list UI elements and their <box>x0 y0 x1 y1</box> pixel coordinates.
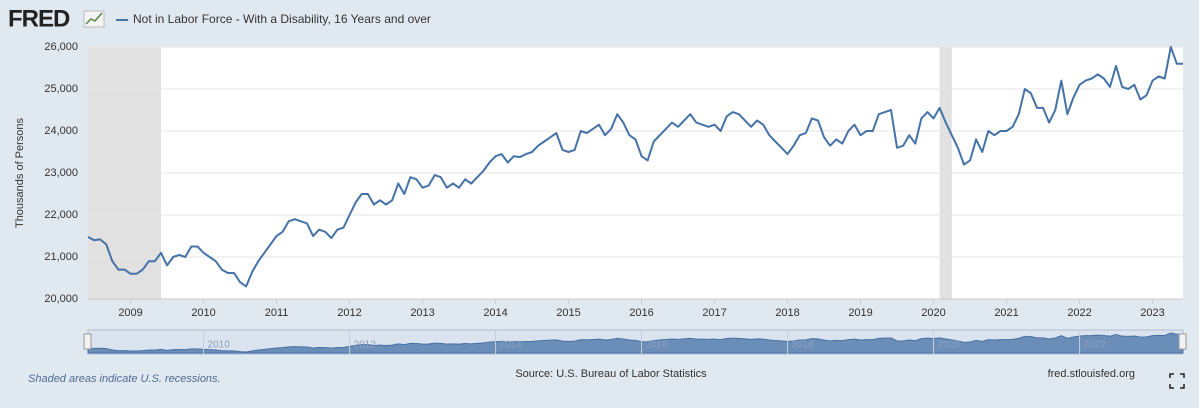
y-tick-label: 23,000 <box>44 167 78 179</box>
y-tick-label: 20,000 <box>44 293 78 305</box>
navigator-handle[interactable] <box>83 333 92 350</box>
legend-label: Not in Labor Force - With a Disability, … <box>133 12 431 26</box>
navigator-tick-label: 2012 <box>354 340 377 351</box>
site: fred.stlouisfed.org <box>1048 368 1135 380</box>
y-axis-title: Thousands of Persons <box>14 117 26 228</box>
navigator-tick-label: 2020 <box>938 340 961 351</box>
logo-line <box>85 12 103 25</box>
x-tick-label: 2021 <box>994 307 1018 319</box>
navigator-tick-label: 2010 <box>208 340 231 351</box>
x-tick-label: 2015 <box>556 307 580 319</box>
logo: FRED <box>8 5 70 32</box>
y-tick-label: 22,000 <box>44 209 78 221</box>
x-tick-label: 2020 <box>921 307 945 319</box>
y-tick-label: 26,000 <box>44 41 78 53</box>
source: Source: U.S. Bureau of Labor Statistics <box>515 368 707 380</box>
y-tick-label: 25,000 <box>44 83 78 95</box>
navigator-area <box>87 332 1184 354</box>
navigator-tick-label: 2022 <box>1084 340 1107 351</box>
x-tick-label: 2009 <box>118 307 142 319</box>
x-tick-label: 2018 <box>775 307 799 319</box>
logo-icon <box>83 10 105 28</box>
series-line <box>87 46 1183 288</box>
navigator-tick-label: 2016 <box>646 340 669 351</box>
navigator-tick-label: 2018 <box>792 340 815 351</box>
x-tick-label: 2019 <box>848 307 872 319</box>
navigator-handle[interactable] <box>1178 333 1187 350</box>
x-tick-label: 2022 <box>1067 307 1091 319</box>
fullscreen-icon[interactable] <box>1169 373 1185 389</box>
logo-box <box>83 10 105 28</box>
x-tick-label: 2010 <box>191 307 215 319</box>
x-tick-label: 2012 <box>337 307 361 319</box>
y-tick-label: 24,000 <box>44 125 78 137</box>
y-tick-label: 21,000 <box>44 251 78 263</box>
x-tick-label: 2016 <box>629 307 653 319</box>
x-tick-label: 2013 <box>410 307 434 319</box>
navigator-tick-label: 2014 <box>500 340 523 351</box>
fullscreen-glyph[interactable] <box>1169 373 1185 389</box>
x-tick-label: 2011 <box>265 307 289 319</box>
x-tick-label: 2023 <box>1140 307 1164 319</box>
recession-note: Shaded areas indicate U.S. recessions. <box>28 373 221 385</box>
x-tick-label: 2014 <box>483 307 507 319</box>
x-tick-label: 2017 <box>702 307 726 319</box>
